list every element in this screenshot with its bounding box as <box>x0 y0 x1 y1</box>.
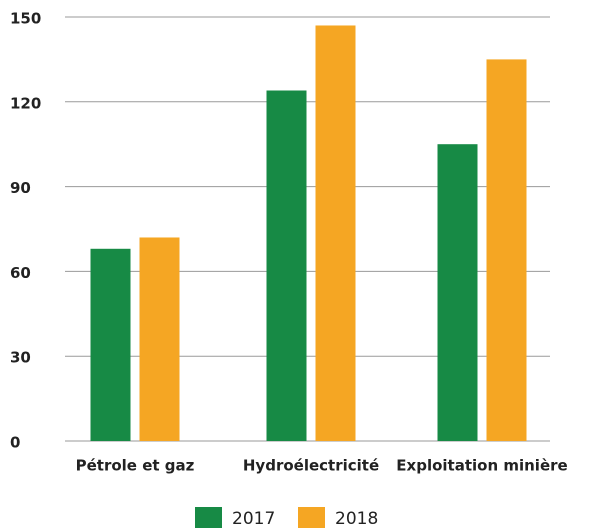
y-tick-label: 120 <box>10 94 41 112</box>
bar <box>437 144 478 441</box>
bar <box>266 90 307 441</box>
x-tick-label: Pétrole et gaz <box>76 457 195 475</box>
legend-swatch <box>195 507 222 528</box>
legend-label: 2017 <box>232 509 275 528</box>
y-tick-label: 60 <box>10 264 31 282</box>
legend-swatch <box>298 507 325 528</box>
bar <box>315 25 356 441</box>
y-tick-label: 0 <box>10 434 20 452</box>
legend-label: 2018 <box>335 509 378 528</box>
y-tick-label: 150 <box>10 10 41 28</box>
y-tick-label: 30 <box>10 349 31 367</box>
bar <box>90 248 131 441</box>
x-tick-label: Exploitation minière <box>396 457 567 475</box>
bar <box>486 59 527 442</box>
bar <box>139 237 180 441</box>
x-tick-label: Hydroélectricité <box>243 457 379 475</box>
y-tick-label: 90 <box>10 179 31 197</box>
